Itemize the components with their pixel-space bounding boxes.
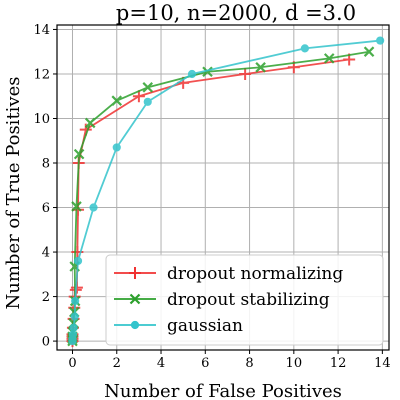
x-axis-label: Number of False Positives xyxy=(104,381,342,400)
series xyxy=(66,36,385,348)
x-tick-label: 14 xyxy=(374,356,391,371)
legend-label: dropout normalizing xyxy=(167,264,343,284)
data-point xyxy=(71,201,82,212)
y-tick-label: 12 xyxy=(33,67,50,82)
data-point xyxy=(143,97,152,106)
legend-item: dropout stabilizing xyxy=(114,290,330,310)
legend-label: dropout stabilizing xyxy=(167,290,330,310)
series-gaussian xyxy=(68,36,385,346)
data-point xyxy=(363,46,375,57)
legend-marker xyxy=(130,320,140,330)
legend-label: gaussian xyxy=(167,316,243,336)
data-point xyxy=(376,36,385,45)
data-point xyxy=(89,203,98,212)
data-point xyxy=(69,323,78,332)
x-tick-label: 10 xyxy=(286,356,303,371)
data-point xyxy=(73,256,83,266)
x-tick-label: 4 xyxy=(157,356,165,371)
legend-marker xyxy=(129,267,141,279)
y-tick-label: 10 xyxy=(33,112,50,127)
data-point xyxy=(70,312,79,321)
x-tick-label: 2 xyxy=(113,356,121,371)
data-point xyxy=(112,143,121,152)
data-point xyxy=(323,53,335,64)
data-point xyxy=(132,90,145,103)
y-axis-label: Number of True Positives xyxy=(3,77,24,310)
legend-item: dropout normalizing xyxy=(114,264,343,284)
data-point xyxy=(187,69,197,79)
y-tick-label: 4 xyxy=(42,246,50,261)
data-point xyxy=(84,117,96,129)
data-point xyxy=(202,66,213,78)
plot-frame xyxy=(56,24,390,351)
data-point xyxy=(73,148,85,160)
y-tick-label: 2 xyxy=(42,290,50,305)
legend: dropout normalizing dropout stabilizing ga… xyxy=(105,254,384,346)
x-tick-label: 8 xyxy=(245,356,253,371)
y-tick-label: 6 xyxy=(42,201,50,216)
legend-box xyxy=(105,254,384,346)
legend-item: gaussian xyxy=(114,316,243,336)
data-point xyxy=(255,62,266,73)
data-point xyxy=(68,330,78,339)
data-point xyxy=(142,82,154,93)
data-point xyxy=(111,95,123,106)
grid xyxy=(57,25,389,350)
x-tick-label: 12 xyxy=(330,356,347,371)
y-tick-label: 8 xyxy=(42,157,50,172)
axis-ticks: 0 2 4 6 8 10 12 14 0 2 4 6 8 10 12 14 xyxy=(33,23,390,371)
data-point xyxy=(300,44,309,53)
data-point xyxy=(239,67,252,80)
data-point xyxy=(71,296,80,306)
legend-marker xyxy=(129,293,141,305)
chart-title: p=10, n=2000, d =3.0 xyxy=(116,1,356,25)
y-tick-label: 0 xyxy=(42,335,50,350)
x-tick-label: 6 xyxy=(201,356,209,371)
x-tick-label: 0 xyxy=(68,356,76,371)
y-tick-label: 14 xyxy=(33,23,50,38)
